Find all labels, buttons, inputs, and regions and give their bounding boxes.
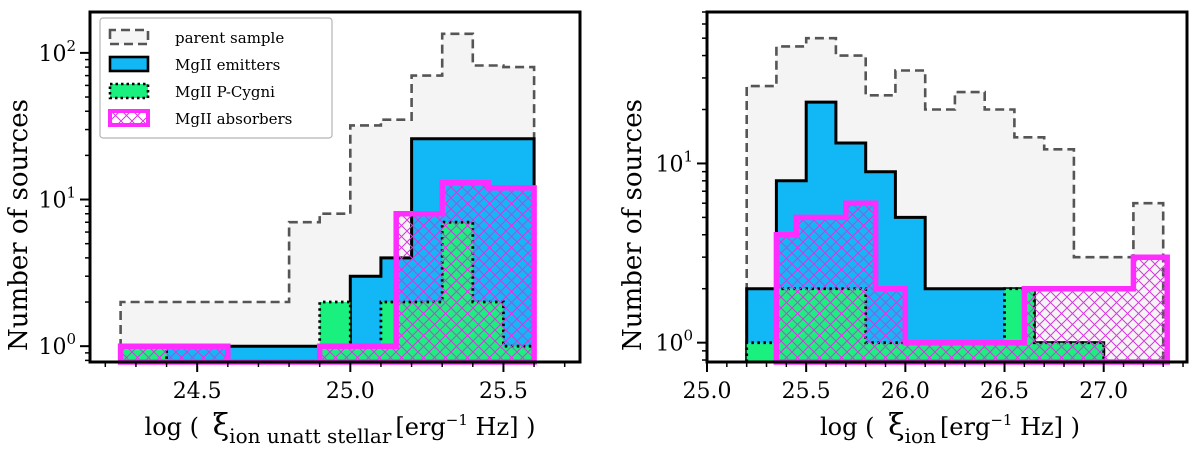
- x-tick-label: 26.5: [980, 379, 1029, 404]
- right-x-axis-label: log ( ξion [erg−1 Hz] ): [820, 408, 1080, 448]
- legend: parent sample MgII emitters MgII P-Cygni…: [99, 17, 333, 139]
- histogram-outline-parent: [119, 32, 536, 364]
- axes-frame: [705, 10, 1189, 364]
- right-panel: 25.0 25.5 26.0 26.5 27.0 100 101 Number of sou…: [618, 10, 1189, 448]
- legend-swatch-absorbers: [108, 109, 150, 127]
- histogram-fill-absorbers: [120, 182, 535, 362]
- histogram-absorbers: [773, 200, 1170, 365]
- x-tick-label: 27.0: [1079, 379, 1128, 404]
- histogram-outline-absorbers: [117, 180, 537, 365]
- left-plot-area: [117, 32, 537, 365]
- legend-swatch-pcygni: [108, 82, 150, 100]
- legend-label-parent: parent sample: [175, 29, 284, 47]
- right-plot-area: [745, 36, 1170, 365]
- x-tick-label: 25.0: [683, 379, 732, 404]
- left-x-axis-label: log ( ξion unatt stellar [erg−1 Hz] ): [145, 408, 536, 448]
- legend-label-absorbers: MgII absorbers: [175, 110, 292, 128]
- histogram-outline-absorbers: [773, 200, 1170, 365]
- legend-box: [99, 17, 333, 139]
- x-tick-label: 25.5: [782, 379, 831, 404]
- left-panel: 24.5 25.0 25.5 100 101 102 parent sample MgII…: [4, 10, 582, 448]
- y-tick-label: 100: [38, 330, 76, 360]
- legend-label-pcygni: MgII P-Cygni: [175, 83, 275, 101]
- histogram-outline-parent: [745, 36, 1165, 364]
- left-axis-ticks: 24.5 25.0 25.5 100 101 102: [38, 10, 582, 404]
- y-tick-label: 101: [655, 147, 693, 177]
- right-axis-ticks: 25.0 25.5 26.0 26.5 27.0 100 101: [655, 10, 1189, 404]
- x-tick-label: 25.5: [479, 379, 528, 404]
- y-tick-label: 101: [38, 184, 76, 214]
- legend-swatch-parent: [108, 28, 150, 46]
- x-tick-label: 26.0: [881, 379, 930, 404]
- y-tick-label: 100: [655, 327, 693, 357]
- x-tick-label: 24.5: [173, 379, 222, 404]
- y-tick-label: 102: [38, 37, 76, 67]
- legend-label-emitters: MgII emitters: [175, 56, 280, 74]
- axes-frame: [88, 10, 582, 364]
- x-tick-label: 25.0: [326, 379, 375, 404]
- legend-swatch-emitters: [108, 55, 150, 73]
- right-y-axis-label: Number of sources: [618, 99, 648, 351]
- left-y-axis-label: Number of sources: [4, 99, 34, 351]
- histogram-absorbers: [117, 180, 537, 365]
